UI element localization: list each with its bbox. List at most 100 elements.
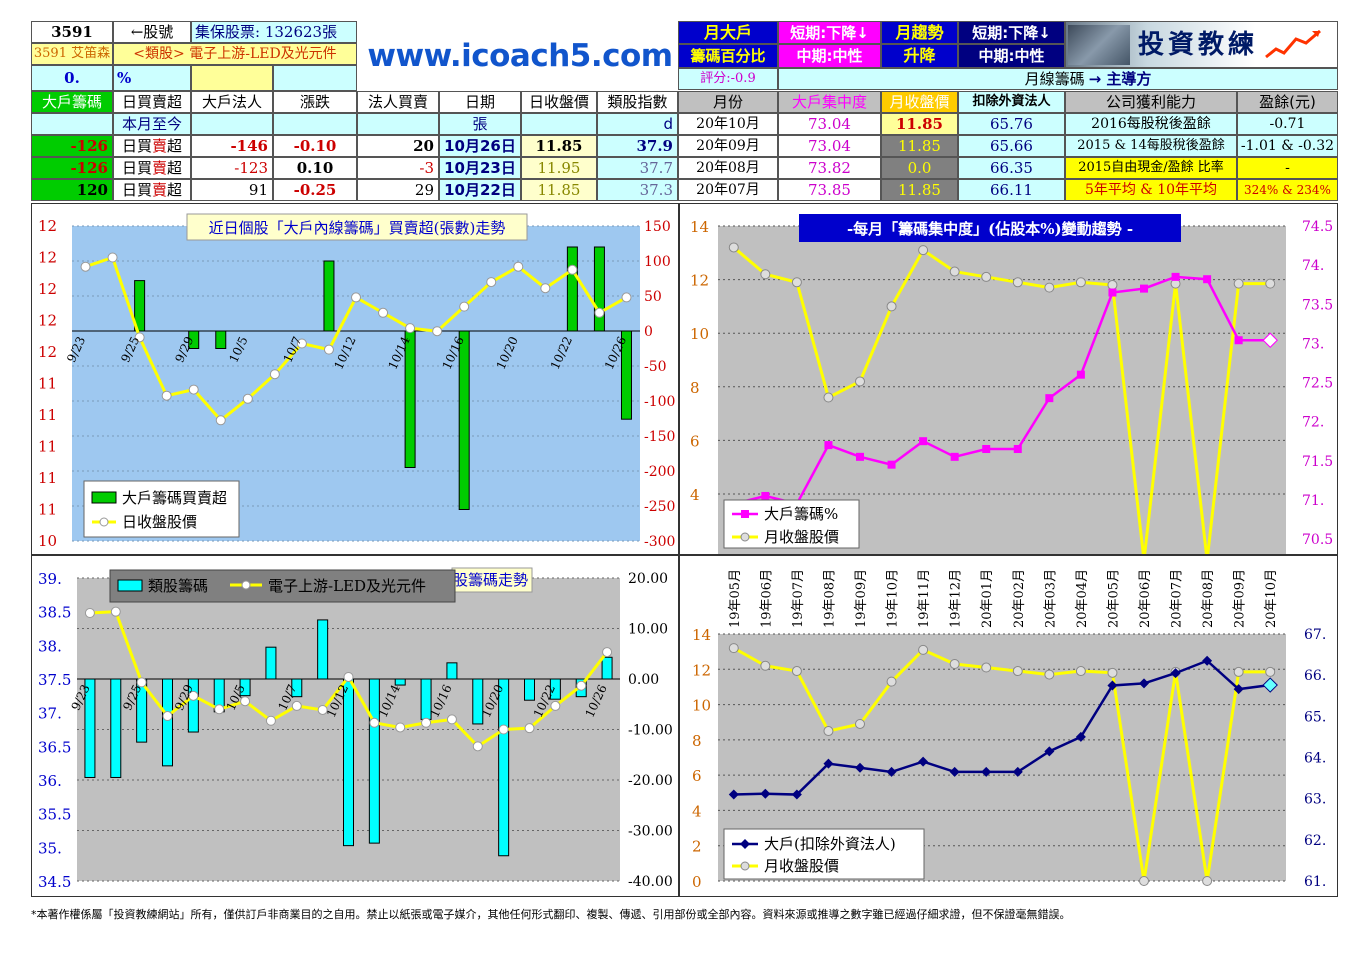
logo-image bbox=[1068, 24, 1130, 65]
index-point bbox=[188, 690, 199, 701]
price-point bbox=[242, 393, 253, 404]
table-cell: 11.85 bbox=[881, 113, 958, 135]
legend-marker bbox=[741, 510, 749, 518]
bar bbox=[317, 619, 329, 680]
price-point bbox=[486, 277, 497, 288]
chart-title: 近日個股「大戶內線籌碼」買賣超(張數)走勢 bbox=[209, 219, 506, 237]
big-trader-point bbox=[1139, 678, 1149, 689]
price-point bbox=[80, 261, 91, 272]
index-point bbox=[136, 677, 147, 688]
price-point bbox=[1075, 666, 1086, 677]
legend-label: 大戶籌碼% bbox=[764, 505, 838, 523]
bar bbox=[394, 678, 406, 686]
big-trader-point bbox=[760, 788, 771, 799]
month-cell: 本月至今 bbox=[113, 113, 191, 135]
left-tick-label: 35. bbox=[38, 839, 62, 857]
chart-arrow-icon bbox=[1265, 29, 1321, 58]
logo-text: 投資教練 bbox=[1138, 29, 1259, 60]
left-tick-label: 4 bbox=[692, 802, 702, 820]
x-tick-label: 20年05月 bbox=[1106, 569, 1121, 628]
bar bbox=[472, 678, 484, 725]
table-cell: 37.7 bbox=[597, 157, 678, 179]
right-tick-label: 100 bbox=[644, 254, 671, 270]
price-point bbox=[269, 369, 280, 380]
right-tick-label: 74.5 bbox=[1302, 219, 1333, 235]
title-box bbox=[186, 213, 528, 241]
left-tick-label: 11 bbox=[38, 501, 57, 519]
left-tick-label: 12 bbox=[38, 280, 57, 298]
site-url[interactable]: www.icoach5.com bbox=[367, 38, 673, 74]
left-tick-label: 12 bbox=[692, 661, 711, 679]
table-cell: 0.10 bbox=[273, 157, 357, 179]
bar bbox=[566, 246, 578, 332]
price-point bbox=[886, 301, 897, 312]
table-cell: 2016每股稅後盈餘 bbox=[1065, 113, 1237, 135]
right-tick-label: -30.00 bbox=[628, 824, 673, 840]
price-point bbox=[1107, 667, 1118, 678]
right-tick-label: 150 bbox=[644, 219, 671, 235]
left-tick-label: 11 bbox=[38, 438, 57, 456]
table-cell: 10月23日 bbox=[439, 157, 521, 179]
x-tick-label: 20年02月 bbox=[1012, 569, 1027, 628]
bar bbox=[291, 678, 303, 698]
chart-daily-big-trader: 150 100 50 0 -50 -100 -150 -200 -250 -300 12 12 12 12… bbox=[31, 203, 679, 555]
price-point bbox=[594, 307, 605, 318]
price-point bbox=[981, 662, 992, 673]
index-point bbox=[291, 700, 302, 711]
label-part: 日買 bbox=[121, 159, 152, 177]
left-tick-label: 36.5 bbox=[38, 738, 71, 756]
right-tick-label: 73.5 bbox=[1302, 297, 1333, 313]
month-trend-label: 月趨勢 bbox=[881, 21, 958, 44]
concentration-point bbox=[1076, 370, 1085, 379]
bar bbox=[239, 678, 251, 697]
price-point bbox=[823, 726, 834, 737]
title-box bbox=[799, 214, 1181, 242]
price-point bbox=[918, 644, 929, 655]
last-point-marker bbox=[1262, 677, 1278, 693]
table-cell: 0.0 bbox=[881, 157, 958, 179]
label-part: 日買 bbox=[121, 137, 152, 155]
sector-name: <類股> 電子上游-LED及光元件 bbox=[113, 43, 357, 65]
pct-sign: % bbox=[113, 65, 191, 91]
price-point bbox=[1139, 876, 1149, 886]
table-cell: -123 bbox=[191, 157, 273, 179]
right-tick-label: 10.00 bbox=[628, 622, 668, 638]
bar bbox=[110, 678, 122, 778]
col-header: 扣除外資法人 bbox=[958, 91, 1065, 113]
price-point bbox=[432, 326, 443, 337]
index-point bbox=[550, 700, 561, 711]
bar bbox=[215, 330, 227, 349]
month-cell bbox=[357, 113, 439, 135]
right-tick-label: -250 bbox=[644, 499, 675, 515]
bar bbox=[620, 330, 632, 420]
table-cell: 37.9 bbox=[597, 135, 678, 157]
table-cell: 20年08月 bbox=[678, 157, 778, 179]
legend-marker bbox=[740, 532, 750, 542]
price-point bbox=[1012, 666, 1023, 677]
big-trader-point bbox=[1170, 668, 1181, 679]
index-point bbox=[498, 724, 509, 735]
concentration-point bbox=[1140, 284, 1148, 293]
table-cell: 日買賣超 bbox=[113, 179, 191, 201]
bar bbox=[343, 678, 354, 847]
concentration-point bbox=[919, 437, 928, 446]
bar bbox=[323, 260, 335, 332]
table-cell: -1.01 & -0.32 bbox=[1237, 135, 1338, 157]
legend-label: 月收盤股價 bbox=[764, 528, 839, 546]
x-tick-label: 19年10月 bbox=[886, 569, 901, 628]
label-part: 賣 bbox=[151, 181, 167, 199]
table-cell: 66.11 bbox=[958, 179, 1065, 201]
table-cell: 20年10月 bbox=[678, 113, 778, 135]
right-tick-label: 72.5 bbox=[1302, 376, 1333, 392]
col-header: 漲跌 bbox=[273, 91, 357, 113]
col-header: 日收盤價 bbox=[521, 91, 597, 113]
index-point bbox=[343, 671, 354, 682]
table-cell: 日買賣超 bbox=[113, 157, 191, 179]
big-trader-point bbox=[886, 766, 897, 777]
pct-value: 0. bbox=[31, 65, 113, 91]
table-cell: 20 bbox=[357, 135, 439, 157]
big-trader-point bbox=[1202, 655, 1213, 666]
price-point bbox=[1202, 876, 1213, 886]
price-point bbox=[621, 292, 632, 303]
big-trader-pct-label: 籌碼百分比 bbox=[678, 44, 778, 68]
